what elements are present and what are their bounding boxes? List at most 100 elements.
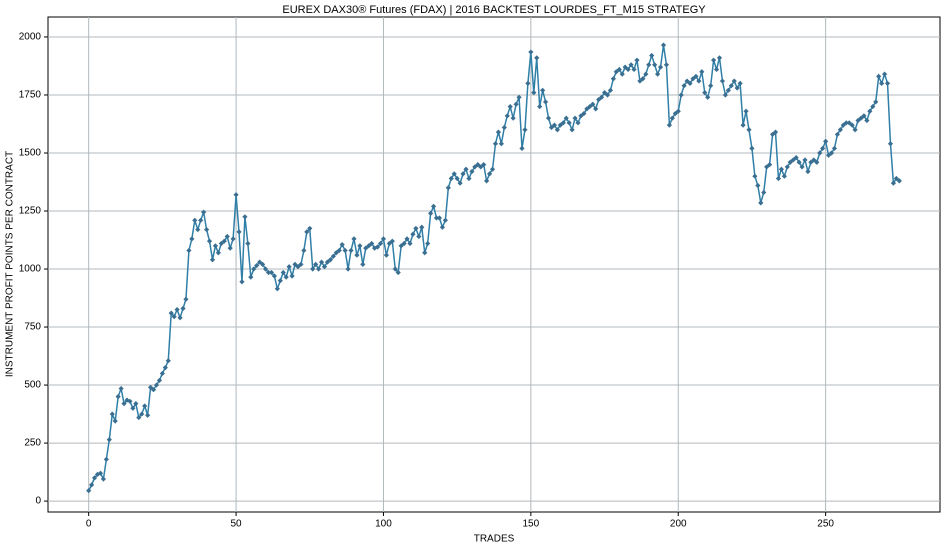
- data-point: [333, 250, 339, 256]
- data-point: [793, 155, 799, 161]
- data-point: [395, 269, 401, 276]
- data-point: [619, 71, 625, 77]
- data-point: [189, 236, 195, 242]
- data-point: [849, 122, 855, 128]
- data-point: [251, 266, 257, 272]
- data-point: [357, 243, 363, 249]
- data-point: [124, 397, 130, 403]
- data-point: [454, 175, 460, 182]
- data-point: [510, 115, 516, 121]
- data-point: [201, 209, 207, 215]
- data-point: [475, 161, 481, 168]
- data-point: [873, 99, 879, 105]
- data-point: [637, 78, 643, 84]
- data-point: [106, 436, 112, 443]
- data-point: [419, 224, 425, 230]
- data-point: [195, 226, 201, 233]
- data-point: [351, 236, 357, 242]
- data-point: [401, 240, 407, 247]
- data-point: [339, 242, 345, 248]
- data-point: [684, 78, 690, 84]
- data-point: [796, 159, 802, 165]
- data-point: [755, 182, 761, 189]
- data-point: [802, 157, 808, 163]
- data-point: [245, 240, 251, 247]
- data-point: [590, 101, 596, 107]
- data-point: [425, 240, 431, 247]
- data-point: [307, 225, 313, 232]
- data-point: [843, 120, 849, 126]
- x-tick-label: 150: [523, 519, 540, 530]
- data-point: [545, 115, 552, 121]
- data-point: [212, 243, 219, 249]
- data-point: [215, 250, 221, 256]
- data-point: [147, 384, 154, 390]
- data-point: [91, 475, 98, 481]
- y-tick-label: 2000: [19, 32, 42, 43]
- y-tick-label: 500: [24, 380, 41, 391]
- data-point: [442, 217, 448, 223]
- data-point: [672, 110, 678, 117]
- data-point: [696, 78, 702, 84]
- data-point: [277, 278, 283, 284]
- data-point: [463, 166, 469, 172]
- data-point: [713, 66, 720, 73]
- data-point: [248, 274, 254, 280]
- data-point: [622, 64, 628, 70]
- y-tick-label: 250: [24, 438, 41, 449]
- data-point: [236, 229, 242, 235]
- data-point: [318, 259, 325, 265]
- data-point: [321, 264, 328, 270]
- data-point: [884, 80, 891, 86]
- data-point: [478, 164, 484, 170]
- data-point: [507, 103, 513, 110]
- data-point: [787, 159, 793, 165]
- data-point: [663, 62, 670, 68]
- data-point: [540, 87, 546, 93]
- data-point: [870, 103, 876, 110]
- data-point: [504, 113, 510, 119]
- data-point: [142, 403, 148, 409]
- data-point: [410, 231, 416, 237]
- data-point: [206, 238, 213, 244]
- data-point: [209, 257, 216, 263]
- data-point: [711, 57, 717, 63]
- data-point: [218, 240, 224, 247]
- data-point: [678, 92, 684, 98]
- data-point: [192, 217, 198, 223]
- data-point: [737, 80, 743, 86]
- data-point: [687, 80, 693, 86]
- data-point: [233, 192, 239, 198]
- data-point: [304, 229, 310, 235]
- data-point: [752, 173, 758, 179]
- data-point: [828, 150, 835, 156]
- data-point: [823, 138, 829, 144]
- data-point: [767, 161, 773, 168]
- data-point: [139, 411, 145, 417]
- x-tick-label: 50: [231, 519, 243, 530]
- data-point: [354, 252, 360, 258]
- data-point: [153, 382, 160, 388]
- data-point: [457, 180, 463, 186]
- data-point: [764, 164, 770, 170]
- data-point: [130, 405, 136, 411]
- data-point: [705, 94, 711, 100]
- data-point: [489, 166, 496, 172]
- data-point: [109, 411, 115, 417]
- data-point: [439, 224, 446, 230]
- data-point: [162, 365, 168, 371]
- data-point: [257, 259, 263, 265]
- data-point: [171, 313, 177, 320]
- data-point: [548, 124, 555, 131]
- data-point: [811, 157, 817, 163]
- data-point: [430, 203, 437, 209]
- data-point: [227, 245, 233, 251]
- data-point: [136, 414, 142, 421]
- data-point: [316, 266, 322, 272]
- data-point: [887, 141, 894, 147]
- data-point: [537, 103, 543, 110]
- x-tick-label: 250: [817, 519, 834, 530]
- data-point: [324, 259, 331, 265]
- data-point: [501, 124, 507, 131]
- data-point: [145, 412, 151, 418]
